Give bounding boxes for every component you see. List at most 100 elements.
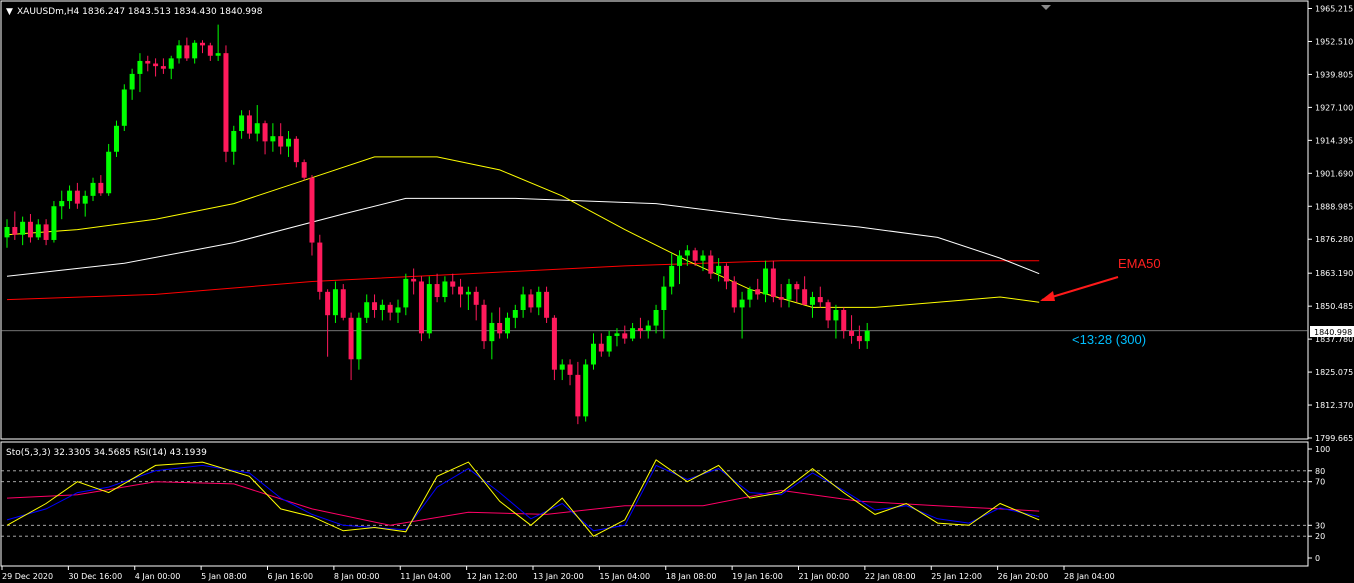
candle-body xyxy=(536,291,542,308)
candle-body xyxy=(51,206,57,240)
price-tick-label: 1927.100 xyxy=(1315,103,1353,112)
collapse-icon[interactable]: ▼ xyxy=(6,7,13,17)
time-tick-label: 12 Jan 12:00 xyxy=(467,572,518,581)
candle-body xyxy=(598,343,604,352)
price-tick-label: 1914.395 xyxy=(1315,136,1353,145)
candle-body xyxy=(262,123,268,142)
candle-body xyxy=(192,42,198,59)
time-tick-label: 6 Jan 16:00 xyxy=(268,572,314,581)
candle-body xyxy=(332,289,338,316)
candle-body xyxy=(583,364,589,417)
candle-body xyxy=(614,333,620,336)
candle-body xyxy=(567,364,573,375)
candle-body xyxy=(677,255,683,266)
price-tick-label: 1965.215 xyxy=(1315,5,1353,14)
chart-shift-icon[interactable] xyxy=(1041,5,1051,10)
candle-body xyxy=(489,322,495,342)
candle-body xyxy=(465,291,471,295)
candle-body xyxy=(348,317,354,360)
candle-body xyxy=(137,60,143,74)
candle-body xyxy=(317,242,323,292)
candle-body xyxy=(340,289,346,318)
time-tick-label: 21 Jan 00:00 xyxy=(799,572,850,581)
candle-body xyxy=(418,281,424,334)
candle-body xyxy=(113,125,119,152)
candle-body xyxy=(293,138,299,163)
grid-lines xyxy=(1,330,1308,537)
ema-lines xyxy=(6,156,1040,308)
candle-body xyxy=(411,278,417,282)
candle-body xyxy=(372,302,378,311)
candle-body xyxy=(90,182,96,196)
candle-body xyxy=(755,289,761,295)
candle-body xyxy=(129,73,135,90)
candle-body xyxy=(356,317,362,360)
indicator-axis: 100 80 70 30 20 0 xyxy=(1308,445,1330,563)
time-tick-label: 11 Jan 04:00 xyxy=(400,572,451,581)
candle-body xyxy=(450,281,456,287)
candle-body xyxy=(481,304,487,342)
ema-mid-line xyxy=(6,197,1040,277)
main-panel[interactable] xyxy=(0,0,1309,440)
candle-body xyxy=(270,136,276,142)
indicator-tick-label: 100 xyxy=(1315,445,1330,454)
candle-body xyxy=(809,297,815,305)
candle-body xyxy=(778,297,784,300)
candle-body xyxy=(661,286,667,311)
candle-body xyxy=(606,335,612,352)
candle-body xyxy=(630,328,636,339)
candle-body xyxy=(286,138,292,147)
candle-body xyxy=(802,289,808,305)
countdown-label: <13:28 (300) xyxy=(1072,332,1146,347)
candle-body xyxy=(763,268,769,295)
candle-body xyxy=(575,374,581,417)
candle-body xyxy=(160,66,166,69)
price-tick-label: 1825.075 xyxy=(1315,368,1353,377)
candle-body xyxy=(387,304,393,313)
candle-body xyxy=(309,177,315,243)
indicator-tick-label: 80 xyxy=(1315,467,1325,476)
candle-body xyxy=(82,195,88,204)
candle-body xyxy=(833,310,839,321)
candle-body xyxy=(278,136,284,147)
time-tick-label: 22 Jan 08:00 xyxy=(865,572,916,581)
candle-body xyxy=(520,294,526,311)
candle-body xyxy=(12,226,18,235)
candle-body xyxy=(395,307,401,313)
candle-body xyxy=(841,310,847,331)
candle-body xyxy=(67,190,73,202)
candle-body xyxy=(215,53,221,56)
indicator-panel[interactable] xyxy=(0,441,1309,567)
time-tick-label: 26 Jan 20:00 xyxy=(998,572,1049,581)
candle-body xyxy=(20,221,26,235)
candle-body xyxy=(731,281,737,308)
candle-body xyxy=(637,328,643,331)
candle-body xyxy=(528,294,534,308)
candle-body xyxy=(458,286,464,295)
price-tick-label: 1812.370 xyxy=(1315,401,1353,410)
candle-body xyxy=(669,265,675,287)
candle-body xyxy=(426,284,432,334)
candle-body xyxy=(794,284,800,290)
candle-body xyxy=(325,291,331,316)
candle-body xyxy=(200,42,205,46)
time-tick-label: 19 Jan 16:00 xyxy=(732,572,783,581)
candle-body xyxy=(364,302,370,318)
ema-fast-line xyxy=(6,156,1040,308)
ema50-arrow-line xyxy=(1041,276,1119,301)
ema-slow-line xyxy=(6,260,1040,301)
ema50-arrow-head xyxy=(1040,291,1055,301)
candle-body xyxy=(442,281,448,298)
candle-body xyxy=(723,265,729,282)
time-tick-label: 18 Jan 08:00 xyxy=(666,572,717,581)
candle-body xyxy=(4,226,10,238)
indicator-tick-label: 20 xyxy=(1315,532,1325,541)
time-tick-label: 4 Jan 00:00 xyxy=(135,572,181,581)
time-tick-label: 28 Jan 04:00 xyxy=(1064,572,1115,581)
candle-body xyxy=(692,250,698,261)
candle-body xyxy=(700,255,706,261)
time-axis: 29 Dec 2020 30 Dec 16:00 4 Jan 00:00 5 Jan … xyxy=(1,566,1115,581)
candle-body xyxy=(551,317,557,370)
candle-body xyxy=(504,317,510,334)
